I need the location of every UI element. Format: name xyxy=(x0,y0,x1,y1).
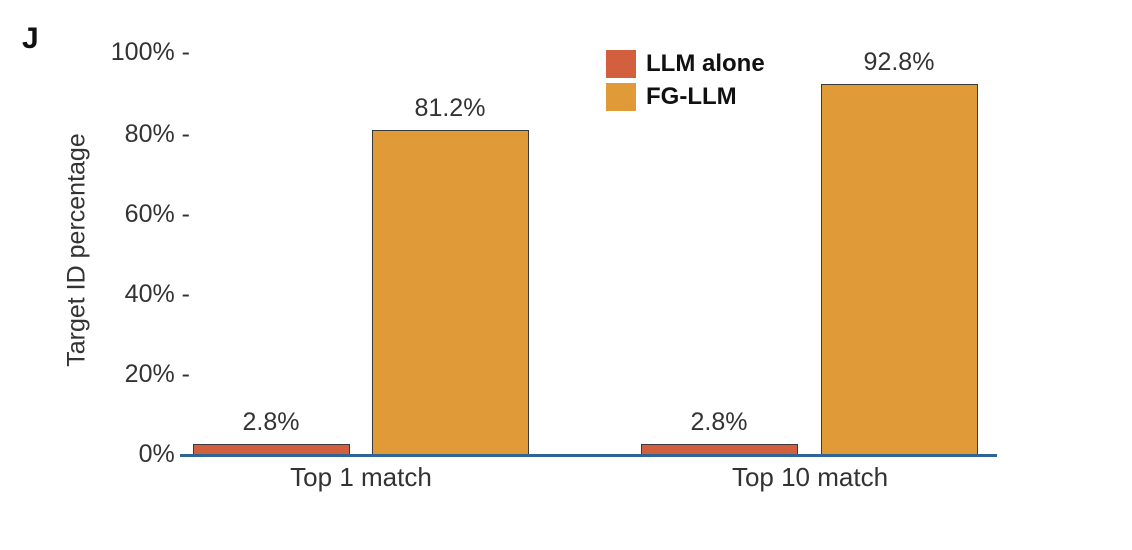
y-tick-100: 100% - xyxy=(110,38,190,66)
y-axis-label: Target ID percentage xyxy=(62,133,91,367)
legend-label-llm-alone: LLM alone xyxy=(646,50,765,77)
bar-llm-alone-top1 xyxy=(193,443,350,455)
value-label-llm-alone-top1: 2.8% xyxy=(242,407,300,436)
panel-letter: J xyxy=(22,22,39,55)
value-label-fg-llm-top1: 81.2% xyxy=(414,94,486,123)
value-label-llm-alone-top10: 2.8% xyxy=(690,407,748,436)
y-tick-60: 60% - xyxy=(124,200,190,228)
y-tick-0: 0% - xyxy=(138,440,190,468)
legend-label-fg-llm: FG-LLM xyxy=(646,83,737,110)
legend-item-fg-llm: FG-LLM xyxy=(606,81,765,113)
legend-swatch-fg-llm xyxy=(606,83,636,111)
y-tick-40: 40% - xyxy=(124,280,190,308)
value-label-fg-llm-top10: 92.8% xyxy=(863,47,935,76)
x-category-top1: Top 1 match xyxy=(290,462,432,492)
y-tick-80: 80% - xyxy=(124,120,190,148)
legend-item-llm-alone: LLM alone xyxy=(606,48,765,80)
x-category-top10: Top 10 match xyxy=(731,462,889,492)
bar-fg-llm-top1 xyxy=(372,130,529,455)
x-axis-line xyxy=(180,454,997,457)
legend: LLM alone FG-LLM xyxy=(606,48,765,114)
legend-swatch-llm-alone xyxy=(606,50,636,78)
bar-fg-llm-top10 xyxy=(821,83,978,455)
bar-llm-alone-top10 xyxy=(641,443,798,455)
y-tick-20: 20% - xyxy=(124,360,190,388)
